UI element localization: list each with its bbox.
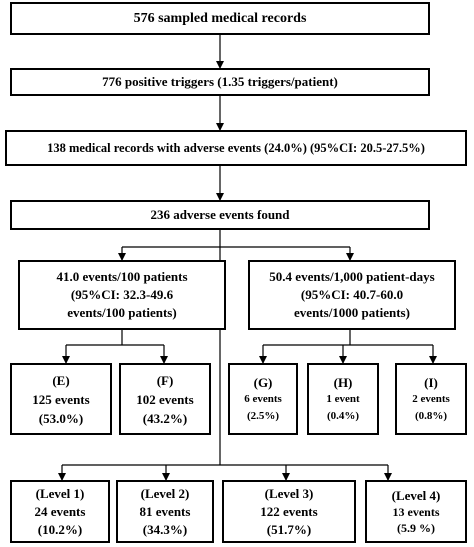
box-category-g: (G) 6 events (2.5%)	[228, 363, 298, 435]
sampled-records-text: 576 sampled medical records	[133, 10, 307, 26]
rate-days-line-3: events/1000 patients)	[294, 305, 410, 320]
box-events-found: 236 adverse events found	[10, 200, 430, 230]
category-f-count: 102 events	[136, 391, 194, 407]
category-g-label: (G)	[253, 374, 273, 390]
category-h-pct: (0.4%)	[326, 409, 360, 422]
level-2-label: (Level 2)	[140, 485, 190, 501]
positive-triggers-text: 776 positive triggers (1.35 triggers/pat…	[102, 74, 338, 89]
box-level-2: (Level 2) 81 events (34.3%)	[116, 480, 214, 543]
box-category-e: (E) 125 events (53.0%)	[10, 363, 112, 435]
level-1-pct: (10.2%)	[37, 521, 83, 537]
category-g-count: 6 events	[244, 392, 282, 405]
box-level-4: (Level 4) 13 events (5.9 %)	[365, 480, 467, 543]
level-1-count: 24 events	[34, 503, 86, 519]
category-i-pct: (0.8%)	[414, 409, 448, 422]
box-level-3: (Level 3) 122 events (51.7%)	[222, 480, 356, 543]
events-found-text: 236 adverse events found	[150, 207, 290, 222]
box-rate-per-patients: 41.0 events/100 patients (95%CI: 32.3-49…	[18, 260, 226, 330]
box-category-i: (I) 2 events (0.8%)	[395, 363, 467, 435]
level-1-label: (Level 1)	[35, 485, 85, 501]
rate-patients-line-1: 41.0 events/100 patients	[56, 269, 188, 284]
category-g-pct: (2.5%)	[246, 409, 280, 422]
category-h-count: 1 event	[326, 392, 360, 405]
box-category-h: (H) 1 event (0.4%)	[307, 363, 379, 435]
level-2-pct: (34.3%)	[142, 521, 188, 537]
rate-patients-line-2: (95%CI: 32.3-49.6	[70, 287, 174, 302]
level-3-pct: (51.7%)	[266, 521, 312, 537]
box-records-with-ae: 138 medical records with adverse events …	[5, 130, 467, 166]
level-4-label: (Level 4)	[391, 487, 441, 503]
category-i-label: (I)	[424, 374, 438, 390]
category-f-pct: (43.2%)	[142, 410, 188, 426]
level-4-pct: (5.9 %)	[397, 520, 435, 535]
level-3-label: (Level 3)	[264, 485, 314, 501]
box-rate-per-patient-days: 50.4 events/1,000 patient-days (95%CI: 4…	[248, 260, 456, 330]
rate-days-line-2: (95%CI: 40.7-60.0	[300, 287, 404, 302]
category-f-label: (F)	[156, 372, 174, 388]
category-e-label: (E)	[52, 372, 70, 388]
box-category-f: (F) 102 events (43.2%)	[119, 363, 211, 435]
records-with-ae-text: 138 medical records with adverse events …	[47, 140, 425, 155]
category-h-label: (H)	[333, 374, 353, 390]
box-positive-triggers: 776 positive triggers (1.35 triggers/pat…	[10, 68, 430, 96]
level-3-count: 122 events	[260, 503, 318, 519]
category-i-count: 2 events	[412, 392, 450, 405]
category-e-count: 125 events	[32, 391, 90, 407]
box-sampled-records: 576 sampled medical records	[10, 2, 430, 35]
rate-days-line-1: 50.4 events/1,000 patient-days	[269, 269, 435, 284]
level-2-count: 81 events	[139, 503, 191, 519]
level-4-count: 13 events	[392, 504, 440, 519]
rate-patients-line-3: events/100 patients)	[67, 305, 177, 320]
category-e-pct: (53.0%)	[38, 410, 84, 426]
box-level-1: (Level 1) 24 events (10.2%)	[10, 480, 110, 543]
